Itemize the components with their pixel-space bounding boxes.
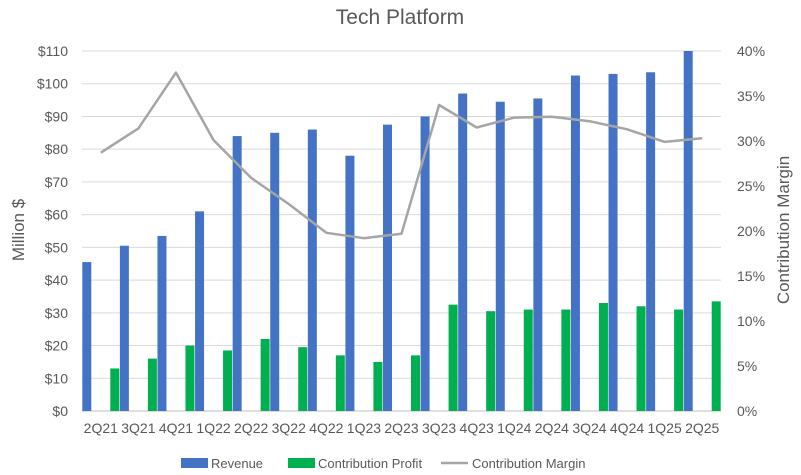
contribution-profit-bar (110, 368, 120, 411)
y2-tick-label: 15% (737, 268, 765, 284)
y-tick-label: $10 (45, 370, 69, 386)
contribution-profit-bar (711, 301, 721, 411)
contribution-profit-bar (411, 355, 420, 411)
y-tick-label: $0 (52, 403, 68, 419)
legend: Revenue Contribution Profit Contribution M… (181, 456, 585, 471)
contribution-profit-bar (674, 309, 684, 411)
y-tick-label: $80 (45, 141, 69, 157)
bars (82, 51, 721, 412)
x-tick-label: 1Q24 (497, 420, 531, 436)
left-axis-ticks: $0 $10 $20 $30 $40 $50 $60 $70 $80 $90 $100 $110 (37, 43, 68, 419)
y2-tick-label: 35% (737, 88, 765, 104)
revenue-bar (458, 93, 468, 411)
revenue-bar (495, 101, 505, 412)
y2-axis-title: Contribution Margin (774, 156, 793, 304)
revenue-bar (195, 211, 205, 411)
contribution-profit-bar (448, 304, 458, 411)
x-tick-label: 2Q25 (685, 420, 719, 436)
y-tick-label: $60 (45, 207, 69, 223)
contribution-profit-bar (298, 347, 308, 411)
revenue-bar (345, 155, 355, 411)
contribution-profit-bar (486, 311, 496, 411)
y2-tick-label: 0% (737, 403, 757, 419)
revenue-bar (683, 51, 693, 411)
x-tick-label: 4Q23 (460, 420, 494, 436)
y-tick-label: $90 (45, 108, 69, 124)
right-axis-ticks: 0% 5% 10% 15% 20% 25% 30% 35% 40% (737, 43, 765, 419)
y2-tick-label: 30% (737, 133, 765, 149)
contribution-profit-bar (373, 361, 383, 411)
x-tick-label: 2Q24 (535, 420, 569, 436)
chart-title: Tech Platform (336, 6, 464, 29)
revenue-bar (533, 98, 543, 412)
contribution-profit-bar (523, 309, 533, 411)
x-tick-label: 1Q23 (347, 420, 381, 436)
y2-tick-label: 25% (737, 178, 765, 194)
revenue-bar (608, 73, 618, 411)
contribution-margin-line (100, 71, 703, 240)
contribution-margin-legend-label: Contribution Margin (472, 456, 585, 471)
contribution-profit-legend-swatch (288, 458, 315, 468)
contribution-profit-bar (636, 306, 646, 411)
y-tick-label: $100 (37, 76, 68, 92)
x-axis-ticks: 2Q21 3Q21 4Q21 1Q22 2Q22 3Q22 4Q22 1Q23 2Q23 3Q23… (84, 420, 720, 436)
revenue-bar (383, 124, 392, 412)
contribution-profit-bar (335, 355, 345, 411)
y-tick-label: $50 (45, 239, 69, 255)
margin-line-layer (100, 71, 703, 240)
revenue-bar (570, 75, 580, 411)
revenue-bar (232, 136, 242, 411)
x-tick-label: 3Q23 (422, 420, 456, 436)
revenue-legend-swatch (181, 458, 208, 468)
contribution-profit-bar (598, 303, 608, 411)
contribution-profit-bar (147, 358, 157, 411)
y2-tick-label: 10% (737, 313, 765, 329)
y-tick-label: $30 (45, 305, 69, 321)
x-tick-label: 4Q22 (309, 420, 343, 436)
revenue-bar (270, 132, 280, 411)
x-tick-label: 1Q25 (647, 420, 681, 436)
y-axis-title: Million $ (9, 198, 28, 261)
revenue-bar (307, 129, 317, 411)
y-tick-label: $20 (45, 338, 69, 354)
y-tick-label: $40 (45, 272, 69, 288)
revenue-bar (119, 245, 129, 411)
x-tick-label: 2Q21 (84, 420, 118, 436)
contribution-profit-legend-label: Contribution Profit (318, 456, 422, 471)
revenue-bar (82, 262, 92, 411)
x-tick-label: 4Q24 (610, 420, 644, 436)
x-tick-label: 2Q22 (234, 420, 268, 436)
revenue-legend-label: Revenue (211, 456, 263, 471)
y2-tick-label: 40% (737, 43, 765, 59)
revenue-bar (420, 116, 430, 412)
x-tick-label: 3Q24 (572, 420, 606, 436)
revenue-bar (157, 235, 167, 411)
y-tick-label: $70 (45, 174, 69, 190)
y2-tick-label: 20% (737, 223, 765, 239)
y2-tick-label: 5% (737, 358, 757, 374)
y-tick-label: $110 (38, 43, 68, 59)
contribution-profit-bar (260, 339, 270, 411)
revenue-bar (646, 72, 656, 411)
x-tick-label: 4Q21 (159, 420, 193, 436)
contribution-profit-bar (185, 345, 195, 411)
x-tick-label: 3Q21 (121, 420, 155, 436)
x-tick-label: 1Q22 (196, 420, 230, 436)
x-tick-label: 2Q23 (384, 420, 418, 436)
x-tick-label: 3Q22 (272, 420, 306, 436)
contribution-profit-bar (223, 350, 233, 411)
contribution-profit-bar (561, 309, 571, 411)
